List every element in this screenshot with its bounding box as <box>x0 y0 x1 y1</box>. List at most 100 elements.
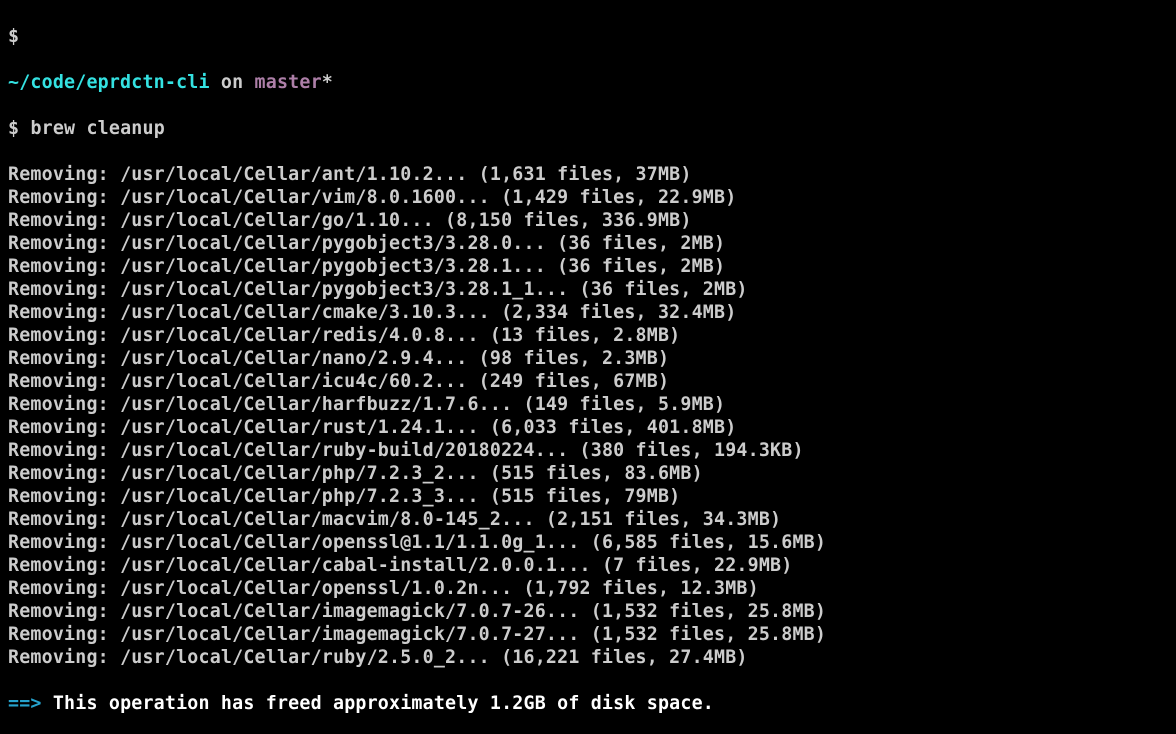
prompt-line-empty: $ <box>8 25 1168 48</box>
removing-label: Removing: <box>8 532 120 553</box>
removed-stats: (1,631 files, 37MB) <box>479 164 692 185</box>
removed-path: /usr/local/Cellar/pygobject3/3.28.1_1... <box>120 279 579 300</box>
removed-stats: (36 files, 2MB) <box>557 233 725 254</box>
removed-path: /usr/local/Cellar/ruby/2.5.0_2... <box>120 647 501 668</box>
removed-path: /usr/local/Cellar/imagemagick/7.0.7-26..… <box>120 601 591 622</box>
removal-line: Removing: /usr/local/Cellar/openssl/1.0.… <box>8 577 1168 600</box>
removed-stats: (515 files, 83.6MB) <box>490 463 703 484</box>
removal-line: Removing: /usr/local/Cellar/icu4c/60.2..… <box>8 370 1168 393</box>
removal-line: Removing: /usr/local/Cellar/vim/8.0.1600… <box>8 186 1168 209</box>
removed-path: /usr/local/Cellar/pygobject3/3.28.0... <box>120 233 557 254</box>
removed-stats: (36 files, 2MB) <box>557 256 725 277</box>
removed-stats: (8,150 files, 336.9MB) <box>445 210 692 231</box>
prompt-symbol: $ <box>8 118 19 139</box>
removed-path: /usr/local/Cellar/harfbuzz/1.7.6... <box>120 394 523 415</box>
removed-path: /usr/local/Cellar/pygobject3/3.28.1... <box>120 256 557 277</box>
removed-stats: (16,221 files, 27.4MB) <box>501 647 748 668</box>
removed-path: /usr/local/Cellar/openssl@1.1/1.1.0g_1..… <box>120 532 591 553</box>
command-line: $ brew cleanup <box>8 117 1168 140</box>
removed-path: /usr/local/Cellar/macvim/8.0-145_2... <box>120 509 546 530</box>
removed-stats: (36 files, 2MB) <box>580 279 748 300</box>
removals-list: Removing: /usr/local/Cellar/ant/1.10.2..… <box>8 163 1168 669</box>
removed-stats: (6,585 files, 15.6MB) <box>591 532 826 553</box>
removing-label: Removing: <box>8 555 120 576</box>
summary-arrow: ==> <box>8 693 53 714</box>
summary-line: ==> This operation has freed approximate… <box>8 692 1168 715</box>
removing-label: Removing: <box>8 256 120 277</box>
removal-line: Removing: /usr/local/Cellar/pygobject3/3… <box>8 278 1168 301</box>
removal-line: Removing: /usr/local/Cellar/redis/4.0.8.… <box>8 324 1168 347</box>
removal-line: Removing: /usr/local/Cellar/pygobject3/3… <box>8 232 1168 255</box>
removed-stats: (2,334 files, 32.4MB) <box>501 302 736 323</box>
removing-label: Removing: <box>8 279 120 300</box>
removed-stats: (98 files, 2.3MB) <box>479 348 670 369</box>
removing-label: Removing: <box>8 463 120 484</box>
removing-label: Removing: <box>8 647 120 668</box>
removal-line: Removing: /usr/local/Cellar/nano/2.9.4..… <box>8 347 1168 370</box>
removal-line: Removing: /usr/local/Cellar/openssl@1.1/… <box>8 531 1168 554</box>
removing-label: Removing: <box>8 302 120 323</box>
removing-label: Removing: <box>8 164 120 185</box>
removing-label: Removing: <box>8 325 120 346</box>
removing-label: Removing: <box>8 486 120 507</box>
prompt-path-line: ~/code/eprdctn-cli on master* <box>8 71 1168 94</box>
removing-label: Removing: <box>8 394 120 415</box>
removal-line: Removing: /usr/local/Cellar/rust/1.24.1.… <box>8 416 1168 439</box>
terminal-output[interactable]: $ ~/code/eprdctn-cli on master* $ brew c… <box>0 0 1176 734</box>
removed-stats: (13 files, 2.8MB) <box>490 325 681 346</box>
removal-line: Removing: /usr/local/Cellar/cabal-instal… <box>8 554 1168 577</box>
removing-label: Removing: <box>8 210 120 231</box>
removed-path: /usr/local/Cellar/php/7.2.3_3... <box>120 486 490 507</box>
removed-stats: (1,532 files, 25.8MB) <box>591 624 826 645</box>
removed-path: /usr/local/Cellar/go/1.10... <box>120 210 445 231</box>
removed-path: /usr/local/Cellar/rust/1.24.1... <box>120 417 490 438</box>
summary-text: This operation has freed approximately 1… <box>53 693 714 714</box>
removed-path: /usr/local/Cellar/nano/2.9.4... <box>120 348 479 369</box>
removed-path: /usr/local/Cellar/php/7.2.3_2... <box>120 463 490 484</box>
removed-path: /usr/local/Cellar/cmake/3.10.3... <box>120 302 501 323</box>
removing-label: Removing: <box>8 417 120 438</box>
removal-line: Removing: /usr/local/Cellar/imagemagick/… <box>8 600 1168 623</box>
removal-line: Removing: /usr/local/Cellar/cmake/3.10.3… <box>8 301 1168 324</box>
removal-line: Removing: /usr/local/Cellar/ruby/2.5.0_2… <box>8 646 1168 669</box>
removed-stats: (149 files, 5.9MB) <box>524 394 726 415</box>
removed-stats: (1,792 files, 12.3MB) <box>524 578 759 599</box>
removing-label: Removing: <box>8 578 120 599</box>
prompt-on: on <box>210 72 255 93</box>
removed-path: /usr/local/Cellar/cabal-install/2.0.0.1.… <box>120 555 602 576</box>
removal-line: Removing: /usr/local/Cellar/php/7.2.3_3.… <box>8 485 1168 508</box>
removing-label: Removing: <box>8 601 120 622</box>
removed-path: /usr/local/Cellar/ruby-build/20180224... <box>120 440 579 461</box>
removal-line: Removing: /usr/local/Cellar/macvim/8.0-1… <box>8 508 1168 531</box>
removed-path: /usr/local/Cellar/openssl/1.0.2n... <box>120 578 523 599</box>
removing-label: Removing: <box>8 624 120 645</box>
prompt-cwd: ~/code/eprdctn-cli <box>8 72 210 93</box>
removal-line: Removing: /usr/local/Cellar/php/7.2.3_2.… <box>8 462 1168 485</box>
removing-label: Removing: <box>8 348 120 369</box>
removed-path: /usr/local/Cellar/vim/8.0.1600... <box>120 187 501 208</box>
removal-line: Removing: /usr/local/Cellar/pygobject3/3… <box>8 255 1168 278</box>
removing-label: Removing: <box>8 371 120 392</box>
removed-stats: (515 files, 79MB) <box>490 486 681 507</box>
removed-path: /usr/local/Cellar/icu4c/60.2... <box>120 371 479 392</box>
removing-label: Removing: <box>8 509 120 530</box>
removed-stats: (380 files, 194.3KB) <box>580 440 804 461</box>
removal-line: Removing: /usr/local/Cellar/ant/1.10.2..… <box>8 163 1168 186</box>
prompt-dirty: * <box>322 72 333 93</box>
prompt-branch: master <box>255 72 322 93</box>
removed-stats: (6,033 files, 401.8MB) <box>490 417 737 438</box>
removed-stats: (2,151 files, 34.3MB) <box>546 509 781 530</box>
removal-line: Removing: /usr/local/Cellar/harfbuzz/1.7… <box>8 393 1168 416</box>
removed-stats: (1,429 files, 22.9MB) <box>501 187 736 208</box>
removed-path: /usr/local/Cellar/imagemagick/7.0.7-27..… <box>120 624 591 645</box>
removing-label: Removing: <box>8 187 120 208</box>
removed-stats: (7 files, 22.9MB) <box>602 555 793 576</box>
removal-line: Removing: /usr/local/Cellar/go/1.10... (… <box>8 209 1168 232</box>
removal-line: Removing: /usr/local/Cellar/ruby-build/2… <box>8 439 1168 462</box>
removal-line: Removing: /usr/local/Cellar/imagemagick/… <box>8 623 1168 646</box>
removed-path: /usr/local/Cellar/ant/1.10.2... <box>120 164 479 185</box>
removed-stats: (1,532 files, 25.8MB) <box>591 601 826 622</box>
command-text: brew cleanup <box>30 118 164 139</box>
removing-label: Removing: <box>8 233 120 254</box>
removing-label: Removing: <box>8 440 120 461</box>
